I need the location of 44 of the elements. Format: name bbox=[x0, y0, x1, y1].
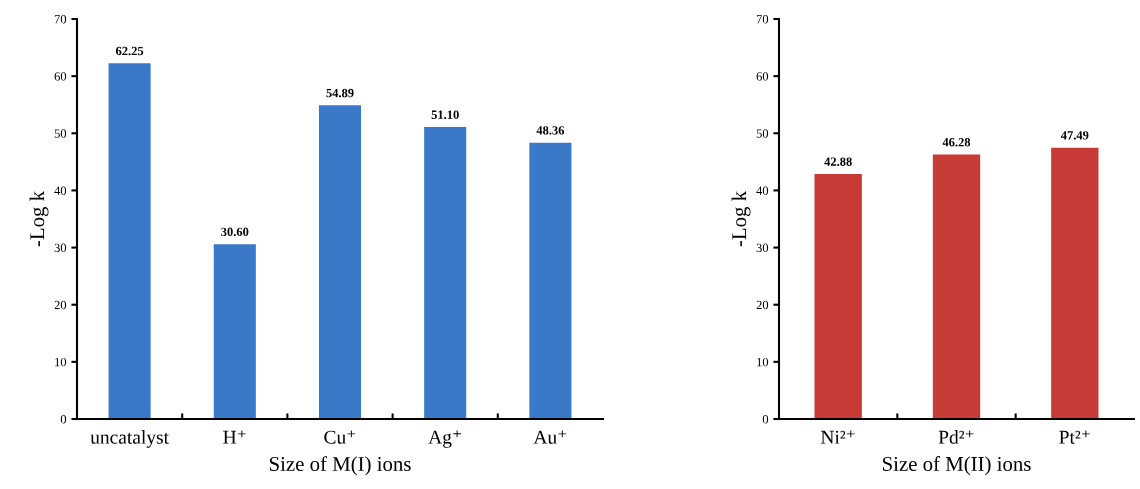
bar bbox=[108, 63, 151, 419]
y-tick-label: 70 bbox=[756, 15, 769, 24]
x-tick-label: Pt²⁺ bbox=[1059, 430, 1090, 444]
bar bbox=[814, 173, 862, 419]
y-tick-label: 30 bbox=[756, 243, 769, 253]
x-axis-title: Size of M(II) ions bbox=[882, 456, 1031, 476]
y-tick-label: 0 bbox=[762, 415, 769, 424]
data-label: 62.25 bbox=[115, 46, 144, 56]
x-tick-label: Cu⁺ bbox=[324, 430, 356, 444]
x-tick-label: Au⁺ bbox=[533, 430, 567, 444]
data-label: 54.89 bbox=[326, 88, 354, 98]
y-tick-label: 30 bbox=[54, 243, 67, 253]
x-tick-label: uncatalyst bbox=[90, 430, 169, 448]
bar bbox=[318, 105, 362, 419]
y-tick-label: 50 bbox=[54, 129, 67, 138]
data-label: 47.49 bbox=[1060, 131, 1089, 140]
data-label: 51.10 bbox=[431, 110, 459, 119]
y-tick-label: 40 bbox=[756, 186, 769, 195]
y-tick-label: 0 bbox=[60, 415, 67, 424]
x-tick-label: H⁺ bbox=[223, 430, 246, 444]
bar bbox=[424, 127, 467, 419]
bar bbox=[529, 142, 572, 419]
x-tick-label: Ag⁺ bbox=[428, 430, 461, 448]
y-tick-label: 40 bbox=[54, 186, 67, 195]
data-label: 30.60 bbox=[221, 227, 249, 237]
bar bbox=[1051, 147, 1099, 419]
data-label: 42.88 bbox=[824, 157, 852, 166]
x-axis-title: Size of M(I) ions bbox=[269, 456, 411, 476]
x-tick-label: Ni²⁺ bbox=[820, 430, 855, 444]
x-tick-label: Pd²⁺ bbox=[938, 430, 974, 444]
data-label: 48.36 bbox=[536, 126, 565, 135]
data-label: 46.28 bbox=[942, 138, 971, 147]
y-tick-label: 50 bbox=[756, 129, 769, 138]
y-tick-label: 70 bbox=[54, 15, 67, 24]
bar bbox=[213, 244, 256, 419]
y-tick-label: 20 bbox=[756, 300, 769, 310]
y-tick-label: 10 bbox=[757, 357, 769, 367]
y-tick-label: 20 bbox=[54, 300, 67, 310]
y-tick-label: 60 bbox=[756, 72, 769, 81]
y-tick-label: 10 bbox=[55, 357, 67, 367]
bar bbox=[932, 154, 981, 419]
y-tick-label: 60 bbox=[54, 72, 67, 81]
y-axis-title: -Log k bbox=[731, 190, 751, 247]
y-axis-title: -Log k bbox=[29, 190, 49, 247]
